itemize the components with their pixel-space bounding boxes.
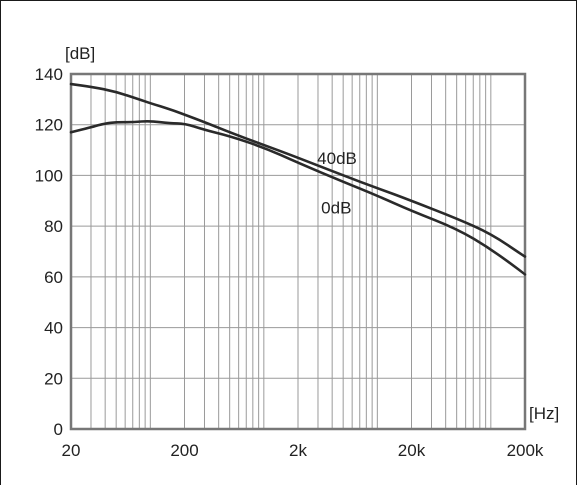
x-tick-label: 20 [62, 441, 81, 460]
x-axis-label: [Hz] [529, 404, 559, 423]
x-tick-label: 2k [289, 441, 307, 460]
series-lines [69, 82, 527, 276]
series-label-40dB: 40dB [317, 149, 357, 168]
y-axis-label: [dB] [65, 44, 95, 63]
y-tick-label: 140 [35, 65, 63, 84]
series-line-40dB [69, 82, 527, 258]
series-annotations: 40dB 0dB [317, 149, 357, 217]
series-label-0dB: 0dB [321, 198, 351, 217]
series-line-0dB [69, 120, 527, 276]
plot-border [69, 72, 527, 431]
y-tick-label: 100 [35, 166, 63, 185]
y-tick-label: 0 [54, 420, 63, 439]
y-tick-label: 20 [44, 369, 63, 388]
x-tick-labels: 20 200 2k 20k 200k [62, 441, 544, 460]
x-tick-label: 20k [398, 441, 426, 460]
y-tick-label: 80 [44, 217, 63, 236]
x-tick-label: 200 [170, 441, 198, 460]
y-tick-labels: 0 20 40 60 80 100 120 140 [35, 65, 63, 439]
grid [70, 73, 526, 430]
x-tick-label: 200k [507, 441, 544, 460]
y-tick-label: 40 [44, 319, 63, 338]
y-tick-label: 60 [44, 268, 63, 287]
y-tick-label: 120 [35, 116, 63, 135]
